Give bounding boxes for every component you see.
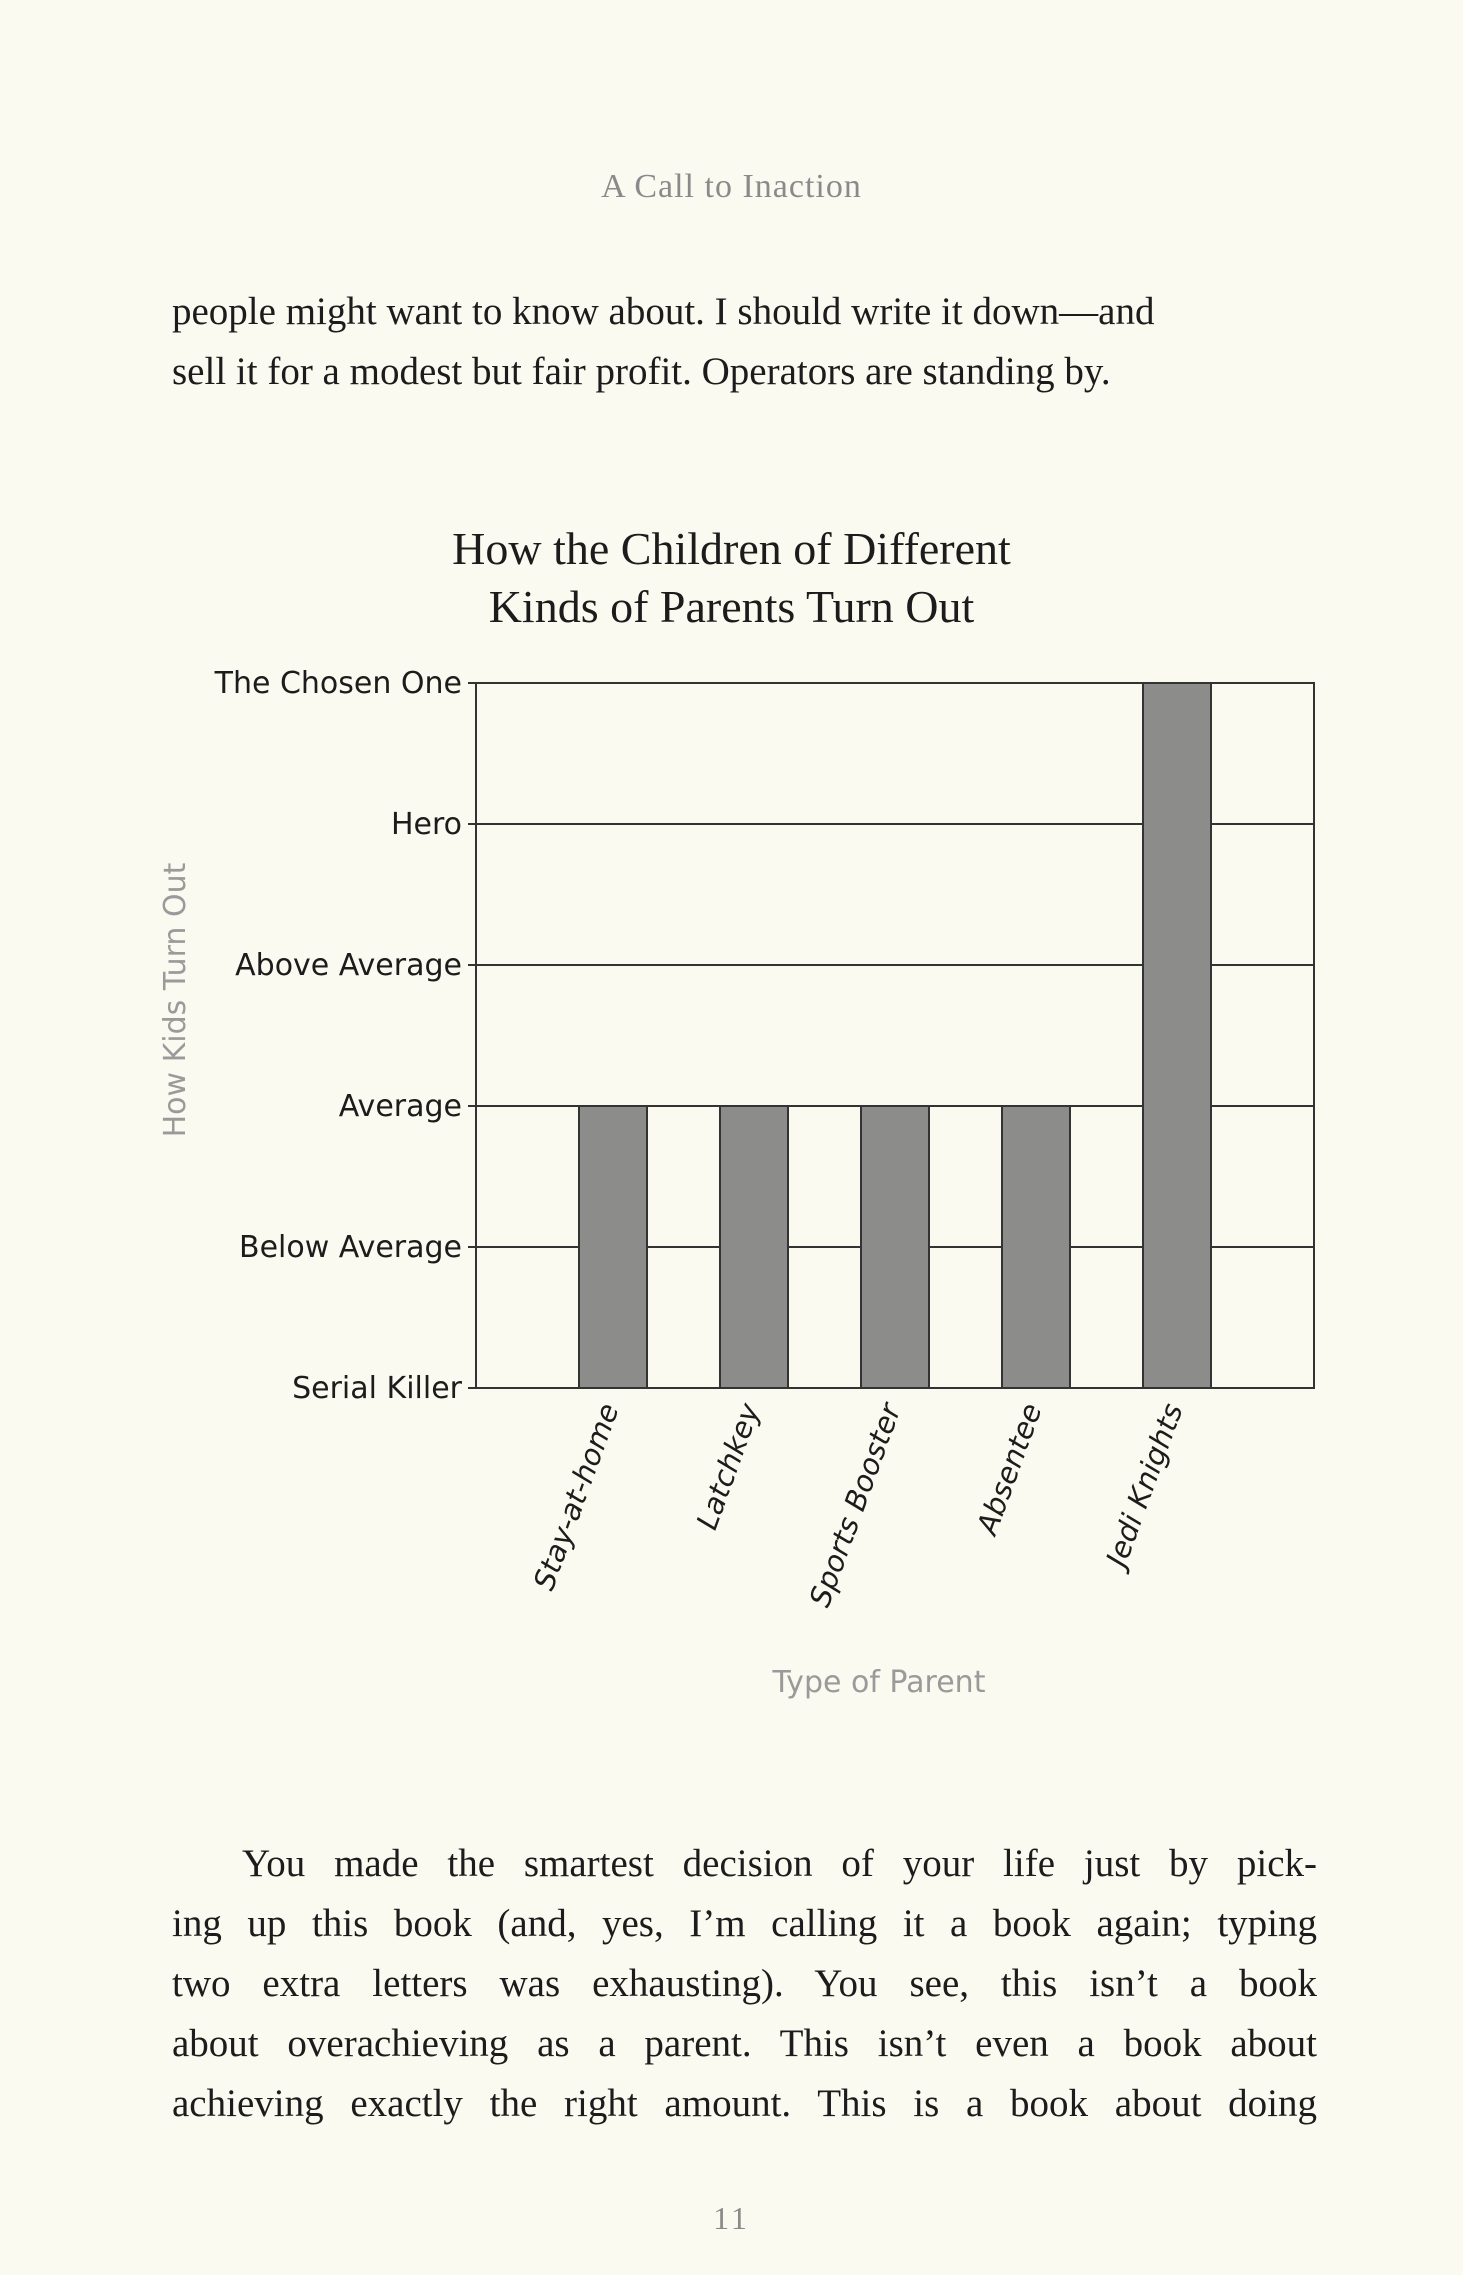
text-line: about overachieving as a parent. This is… — [172, 2022, 1317, 2065]
bar — [860, 1105, 930, 1389]
text-line: sell it for a modest but fair profit. Op… — [172, 350, 1111, 393]
text-line: two extra letters was exhausting). You s… — [172, 1962, 1317, 2005]
x-axis-title: Type of Parent — [772, 1665, 986, 1700]
x-tick-label: Sports Booster — [803, 1397, 909, 1611]
chart-title: How the Children of Different Kinds of P… — [0, 520, 1463, 636]
bar-chart: Serial Killer Below Average Average Above A… — [158, 666, 1315, 1700]
y-tick-label: The Chosen One — [214, 666, 462, 701]
x-tick-label: Jedi Knights — [1097, 1399, 1189, 1576]
text-line: You made the smartest decision of your l… — [242, 1842, 1317, 1885]
y-axis-title: How Kids Turn Out — [158, 862, 193, 1137]
y-tick-label: Serial Killer — [292, 1371, 463, 1406]
y-tick-label: Below Average — [239, 1230, 462, 1265]
chart-title-line: Kinds of Parents Turn Out — [488, 581, 975, 632]
x-tick-label: Stay-at-home — [527, 1399, 626, 1595]
y-tick-label: Above Average — [235, 948, 462, 983]
y-tick-label: Average — [339, 1089, 462, 1124]
chart-title-line: How the Children of Different — [452, 523, 1011, 574]
bar — [578, 1105, 648, 1389]
page-number: 11 — [713, 2200, 750, 2236]
bar — [1001, 1105, 1071, 1389]
text-line: achieving exactly the right amount. This… — [172, 2082, 1317, 2125]
x-tick-label: Absentee — [969, 1399, 1048, 1541]
y-tick-label: Hero — [391, 807, 462, 842]
top-paragraph: people might want to know about. I shoul… — [172, 282, 1317, 402]
running-head: A Call to Inaction — [601, 168, 862, 205]
bottom-paragraph: You made the smartest decision of your l… — [172, 1834, 1317, 2134]
bar — [1142, 682, 1212, 1389]
text-line: ing up this book (and, yes, I’m calling … — [172, 1902, 1317, 1945]
bar — [719, 1105, 789, 1389]
x-tick-label: Latchkey — [690, 1398, 767, 1534]
text-line: people might want to know about. I shoul… — [172, 290, 1155, 333]
